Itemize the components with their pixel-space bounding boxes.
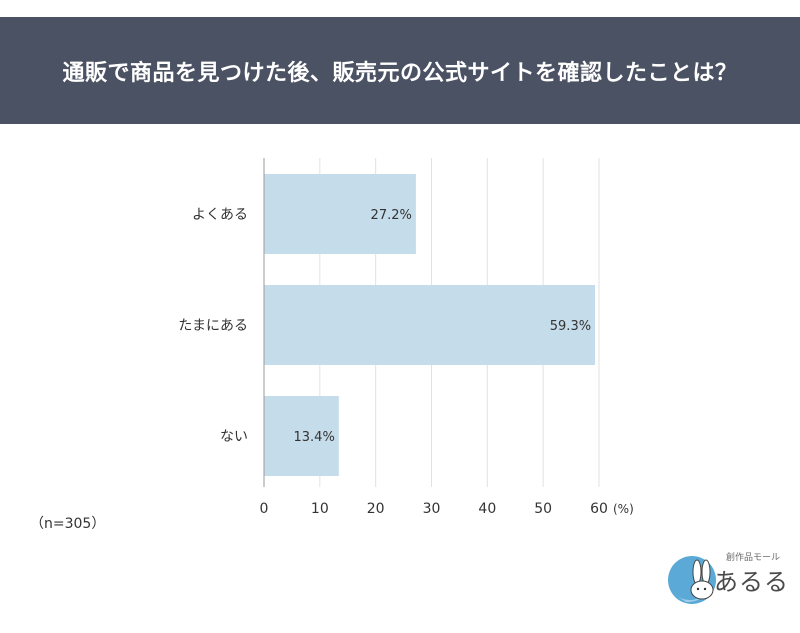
- x-tick-label: 50: [534, 501, 552, 517]
- logo-wordmark: あるる: [714, 568, 789, 596]
- bar: [264, 285, 596, 365]
- bar-value-label: 27.2%: [371, 208, 412, 223]
- sample-size-note: （n=305）: [30, 516, 106, 532]
- x-unit-label: (%): [613, 502, 634, 516]
- bar-value-label: 13.4%: [294, 430, 335, 445]
- bar: [264, 174, 416, 254]
- rabbit-icon: [668, 556, 716, 604]
- x-tick-label: 40: [478, 501, 496, 517]
- category-label: たまにある: [178, 318, 248, 334]
- bar: [264, 396, 339, 476]
- chart-title-banner: 通販で商品を見つけた後、販売元の公式サイトを確認したことは？: [0, 17, 800, 124]
- x-tick-label: 30: [423, 501, 441, 517]
- chart-title: 通販で商品を見つけた後、販売元の公式サイトを確認したことは？: [62, 60, 738, 86]
- logo-tagline: 創作品モール: [726, 553, 781, 563]
- x-tick-label: 10: [311, 501, 329, 517]
- category-label: よくある: [192, 207, 248, 223]
- category-label: ない: [220, 429, 248, 445]
- x-tick-label: 20: [367, 501, 385, 517]
- x-tick-label: 60: [590, 501, 608, 517]
- x-tick-label: 0: [260, 501, 269, 517]
- brand-logo: 創作品モール あるる: [664, 550, 789, 608]
- bar-value-label: 59.3%: [550, 319, 591, 334]
